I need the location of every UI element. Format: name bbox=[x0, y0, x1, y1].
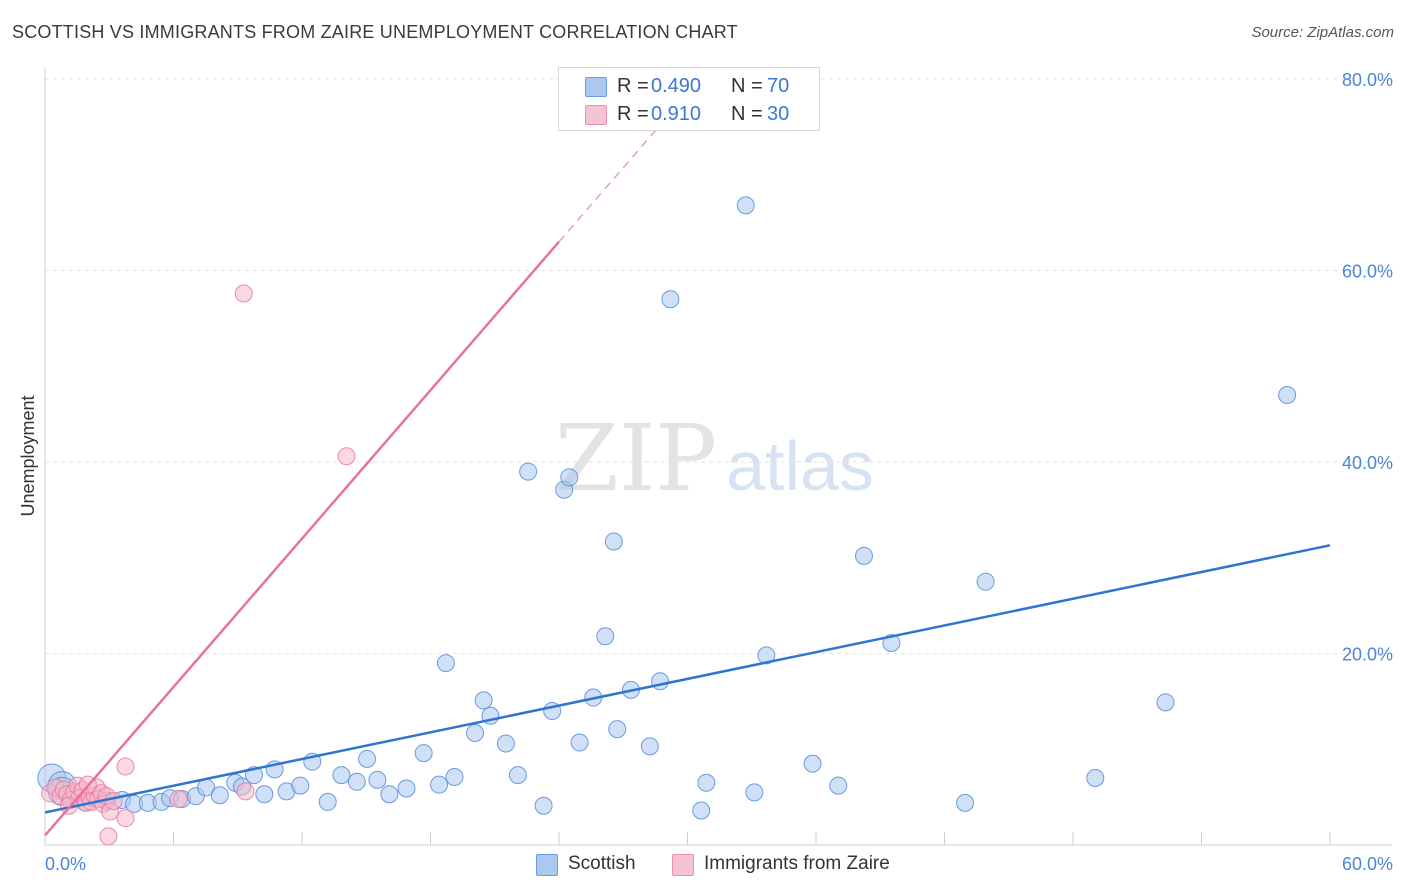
y-axis-label: Unemployment bbox=[18, 395, 38, 516]
watermark-atlas: atlas bbox=[726, 427, 874, 505]
correlation-stats-box: R = 0.490 N = 70 R = 0.910 N = 30 bbox=[558, 67, 820, 131]
scottish-point bbox=[318, 792, 337, 811]
stats-r-label: R = bbox=[617, 103, 649, 125]
scottish-point bbox=[1156, 693, 1175, 712]
stats-r-value: 0.490 bbox=[651, 75, 702, 97]
legend-label-scottish: Scottish bbox=[568, 853, 636, 874]
y-tick-label: 40.0% bbox=[1342, 453, 1393, 473]
trend-line-scottish bbox=[44, 544, 1331, 814]
scottish-point bbox=[608, 720, 627, 739]
zaire-point bbox=[236, 782, 255, 801]
zaire-point bbox=[116, 757, 135, 776]
scottish-point bbox=[956, 793, 975, 812]
scottish-point bbox=[397, 779, 416, 798]
scottish-point bbox=[255, 785, 274, 804]
scottish-point bbox=[1278, 385, 1297, 404]
stats-n-value: 70 bbox=[767, 75, 790, 97]
scottish-point bbox=[368, 770, 387, 789]
scottish-point bbox=[436, 654, 455, 673]
scottish-point bbox=[976, 572, 995, 591]
stats-r-label: R = bbox=[617, 75, 649, 97]
axes bbox=[44, 68, 1392, 846]
scottish-point bbox=[651, 672, 670, 691]
scottish-point bbox=[508, 766, 527, 785]
scottish-point bbox=[445, 768, 464, 787]
scottish-point bbox=[560, 468, 579, 487]
zaire-point bbox=[337, 447, 356, 466]
scottish-point bbox=[604, 532, 623, 551]
zaire-point bbox=[99, 827, 118, 846]
chart-title: SCOTTISH VS IMMIGRANTS FROM ZAIRE UNEMPL… bbox=[12, 22, 738, 42]
x-tick-label: 0.0% bbox=[45, 854, 86, 874]
series-zaire bbox=[41, 284, 356, 846]
zaire-point bbox=[234, 284, 253, 303]
y-tick-label: 20.0% bbox=[1342, 645, 1393, 665]
stats-n-label: N = bbox=[731, 75, 763, 97]
stats-n-value: 30 bbox=[767, 103, 790, 125]
stats-row-zaire: R = 0.910 N = 30 bbox=[559, 100, 819, 128]
legend-label-zaire: Immigrants from Zaire bbox=[704, 853, 890, 874]
scottish-point bbox=[474, 691, 493, 710]
stats-row-scottish: R = 0.490 N = 70 bbox=[559, 72, 819, 100]
stats-r-value: 0.910 bbox=[651, 103, 702, 125]
zaire-point bbox=[169, 790, 188, 809]
scottish-point bbox=[757, 646, 776, 665]
stats-n-label: N = bbox=[731, 103, 763, 125]
scottish-point bbox=[697, 773, 716, 792]
scottish-point bbox=[736, 196, 755, 215]
scottish-point bbox=[430, 775, 449, 794]
scottish-point bbox=[347, 772, 366, 791]
scottish-point bbox=[596, 627, 615, 646]
scottish-point bbox=[210, 786, 229, 805]
tick-labels: 20.0% 40.0% 60.0% 80.0% 0.0% 60.0% bbox=[45, 70, 1393, 874]
scottish-point bbox=[1086, 768, 1105, 787]
scottish-point bbox=[358, 749, 377, 768]
scottish-point bbox=[496, 734, 515, 753]
x-tick-label: 60.0% bbox=[1342, 854, 1393, 874]
scottish-point bbox=[570, 733, 589, 752]
scottish-point bbox=[661, 290, 680, 309]
scottish-point bbox=[519, 462, 538, 481]
watermark-zip: ZIP bbox=[555, 405, 717, 512]
stats-swatch-scottish bbox=[585, 77, 607, 97]
scottish-point bbox=[803, 754, 822, 773]
scottish-point bbox=[745, 783, 764, 802]
stats-swatch-zaire bbox=[585, 105, 607, 125]
legend-swatch-scottish bbox=[536, 854, 558, 876]
scottish-point bbox=[882, 633, 901, 652]
zaire-point bbox=[116, 809, 135, 828]
scottish-point bbox=[332, 766, 351, 785]
legend-swatch-zaire bbox=[672, 854, 694, 876]
source-label: Source: ZipAtlas.com bbox=[1251, 24, 1394, 41]
scottish-point bbox=[380, 785, 399, 804]
zaire-point bbox=[104, 791, 123, 810]
scottish-point bbox=[640, 737, 659, 756]
scottish-point bbox=[534, 796, 553, 815]
y-tick-label: 80.0% bbox=[1342, 70, 1393, 90]
grid-lines bbox=[45, 78, 1392, 654]
scottish-point bbox=[854, 546, 873, 565]
scottish-point bbox=[692, 801, 711, 820]
scottish-point bbox=[466, 723, 485, 742]
scottish-point bbox=[414, 744, 433, 763]
scottish-point bbox=[829, 776, 848, 795]
y-tick-label: 60.0% bbox=[1342, 262, 1393, 282]
trend-line-zaire bbox=[44, 240, 560, 837]
scottish-point bbox=[291, 776, 310, 795]
